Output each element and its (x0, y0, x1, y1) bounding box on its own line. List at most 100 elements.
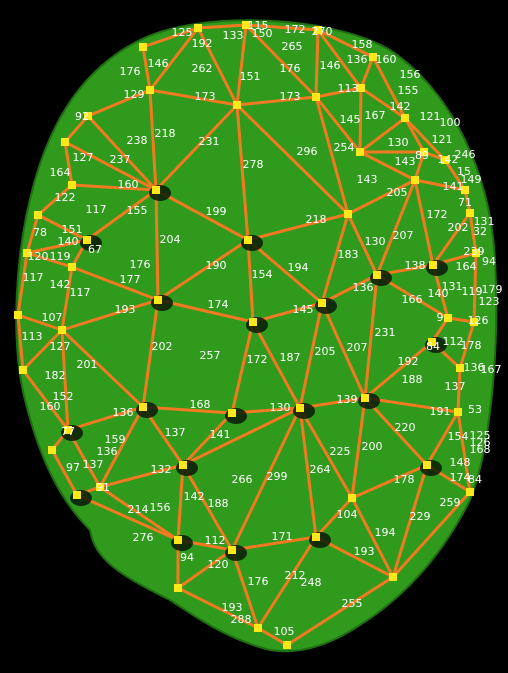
node (61, 138, 69, 146)
edge (413, 178, 467, 192)
node (389, 573, 397, 581)
edge-label: 167 (365, 109, 386, 122)
node (296, 404, 304, 412)
node (312, 93, 320, 101)
edge-label: 121 (432, 133, 453, 146)
edge-label: 137 (165, 426, 186, 439)
edge-label: 15 (457, 165, 471, 178)
edge-label: 126 (468, 314, 489, 327)
edge (403, 116, 447, 162)
edge-label: 207 (393, 229, 414, 242)
edge (363, 340, 434, 400)
edge (196, 23, 248, 30)
node (228, 409, 236, 417)
edge-label: 67 (88, 243, 102, 256)
edge-label: 194 (288, 261, 309, 274)
edge (403, 116, 426, 154)
edge (176, 586, 260, 630)
edge-label: 199 (206, 205, 227, 218)
edge-label: 173 (195, 90, 216, 103)
edge-label: 194 (375, 526, 396, 539)
edge (230, 406, 302, 552)
edge (346, 212, 379, 277)
edge-label: 148 (450, 456, 471, 469)
edge-label: 190 (206, 259, 227, 272)
node (429, 261, 437, 269)
edge (363, 273, 379, 400)
edge-label: 172 (285, 23, 306, 36)
node (34, 211, 42, 219)
edge-label: 173 (280, 90, 301, 103)
edge-label: 172 (247, 353, 268, 366)
edge-label: 112 (443, 335, 464, 348)
edge-label: 193 (222, 601, 243, 614)
edge-label: 125 (470, 429, 491, 442)
edge (320, 212, 350, 305)
node (283, 641, 291, 649)
edge (235, 103, 350, 216)
node (472, 249, 480, 257)
edge-label: 104 (337, 508, 358, 521)
edge-label: 143 (395, 155, 416, 168)
node (423, 461, 431, 469)
edge (251, 301, 324, 324)
edge-label: 278 (243, 158, 264, 171)
edge (320, 273, 379, 305)
edge (181, 411, 234, 467)
edge (363, 396, 429, 467)
edge-label: 9 (437, 311, 444, 324)
edge-label: 156 (150, 501, 171, 514)
edge (60, 328, 70, 432)
edge-label: 149 (461, 173, 482, 186)
edge (235, 103, 250, 242)
edge (156, 238, 250, 302)
edge-label: 84 (426, 340, 440, 353)
edge-label: 192 (398, 355, 419, 368)
edge (98, 485, 180, 542)
node (344, 210, 352, 218)
edge-label: 140 (58, 235, 79, 248)
node (228, 546, 236, 554)
edge (256, 535, 318, 630)
edge (314, 95, 362, 154)
edge-label: 218 (306, 213, 327, 226)
edge-label: 257 (200, 349, 221, 362)
edge-label: 176 (120, 65, 141, 78)
edge (230, 548, 260, 630)
edge-label: 159 (105, 433, 126, 446)
node (68, 263, 76, 271)
edge (148, 88, 158, 192)
edge (148, 26, 200, 92)
node (14, 311, 22, 319)
edge-label: 154 (252, 268, 273, 281)
edge-label: 239 (464, 245, 485, 258)
node (314, 26, 322, 34)
edge (36, 183, 74, 217)
node (174, 536, 182, 544)
edge-label: 140 (428, 287, 449, 300)
nodes (14, 21, 480, 649)
node (428, 338, 436, 346)
edge-label: 151 (62, 223, 83, 236)
edge (21, 368, 70, 432)
edge-label: 276 (133, 531, 154, 544)
node (249, 318, 257, 326)
edge (154, 188, 250, 242)
node (179, 461, 187, 469)
edge-label: 174 (450, 471, 471, 484)
edge-label: 160 (376, 53, 397, 66)
edge (16, 313, 25, 372)
edge-label: 176 (248, 575, 269, 588)
edge (25, 213, 40, 255)
edge-label: 265 (282, 40, 303, 53)
edge-label: 270 (312, 25, 333, 38)
edge-label: 220 (395, 421, 416, 434)
edge-label: 77 (61, 425, 75, 438)
edge (196, 26, 239, 107)
edge-label: 231 (375, 326, 396, 339)
edge (230, 320, 255, 415)
edge-label: 113 (22, 330, 43, 343)
edge (60, 328, 145, 409)
edge (148, 88, 239, 107)
edge (316, 28, 375, 59)
